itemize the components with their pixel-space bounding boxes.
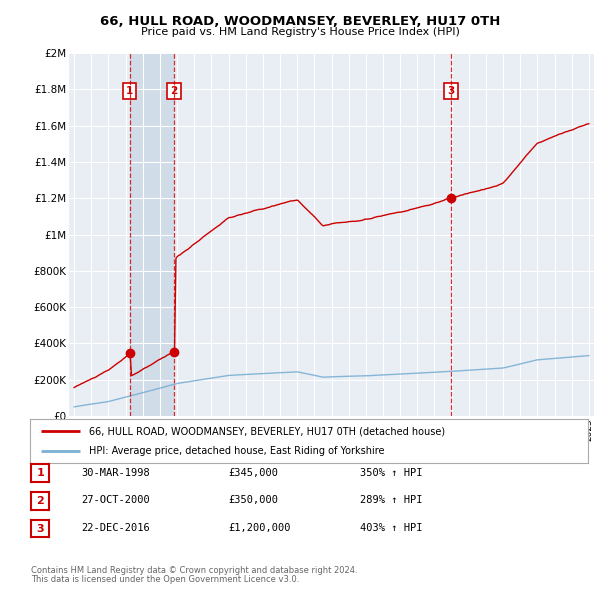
Text: 30-MAR-1998: 30-MAR-1998 (81, 468, 150, 477)
Text: 403% ↑ HPI: 403% ↑ HPI (360, 523, 422, 533)
Text: £350,000: £350,000 (228, 496, 278, 505)
Text: 27-OCT-2000: 27-OCT-2000 (81, 496, 150, 505)
Text: 1: 1 (126, 86, 133, 96)
Text: 3: 3 (448, 86, 455, 96)
Text: 350% ↑ HPI: 350% ↑ HPI (360, 468, 422, 477)
Text: 289% ↑ HPI: 289% ↑ HPI (360, 496, 422, 505)
Text: HPI: Average price, detached house, East Riding of Yorkshire: HPI: Average price, detached house, East… (89, 446, 384, 455)
Text: 66, HULL ROAD, WOODMANSEY, BEVERLEY, HU17 0TH (detached house): 66, HULL ROAD, WOODMANSEY, BEVERLEY, HU1… (89, 427, 445, 436)
Text: 2: 2 (37, 496, 44, 506)
Text: 66, HULL ROAD, WOODMANSEY, BEVERLEY, HU17 0TH: 66, HULL ROAD, WOODMANSEY, BEVERLEY, HU1… (100, 15, 500, 28)
Text: £1,200,000: £1,200,000 (228, 523, 290, 533)
Text: £345,000: £345,000 (228, 468, 278, 477)
Text: 22-DEC-2016: 22-DEC-2016 (81, 523, 150, 533)
Text: Price paid vs. HM Land Registry's House Price Index (HPI): Price paid vs. HM Land Registry's House … (140, 27, 460, 37)
Text: 1: 1 (37, 468, 44, 478)
Text: 2: 2 (170, 86, 178, 96)
Text: Contains HM Land Registry data © Crown copyright and database right 2024.: Contains HM Land Registry data © Crown c… (31, 566, 358, 575)
Text: This data is licensed under the Open Government Licence v3.0.: This data is licensed under the Open Gov… (31, 575, 299, 584)
Text: 3: 3 (37, 524, 44, 533)
Bar (130, 53, 174, 416)
